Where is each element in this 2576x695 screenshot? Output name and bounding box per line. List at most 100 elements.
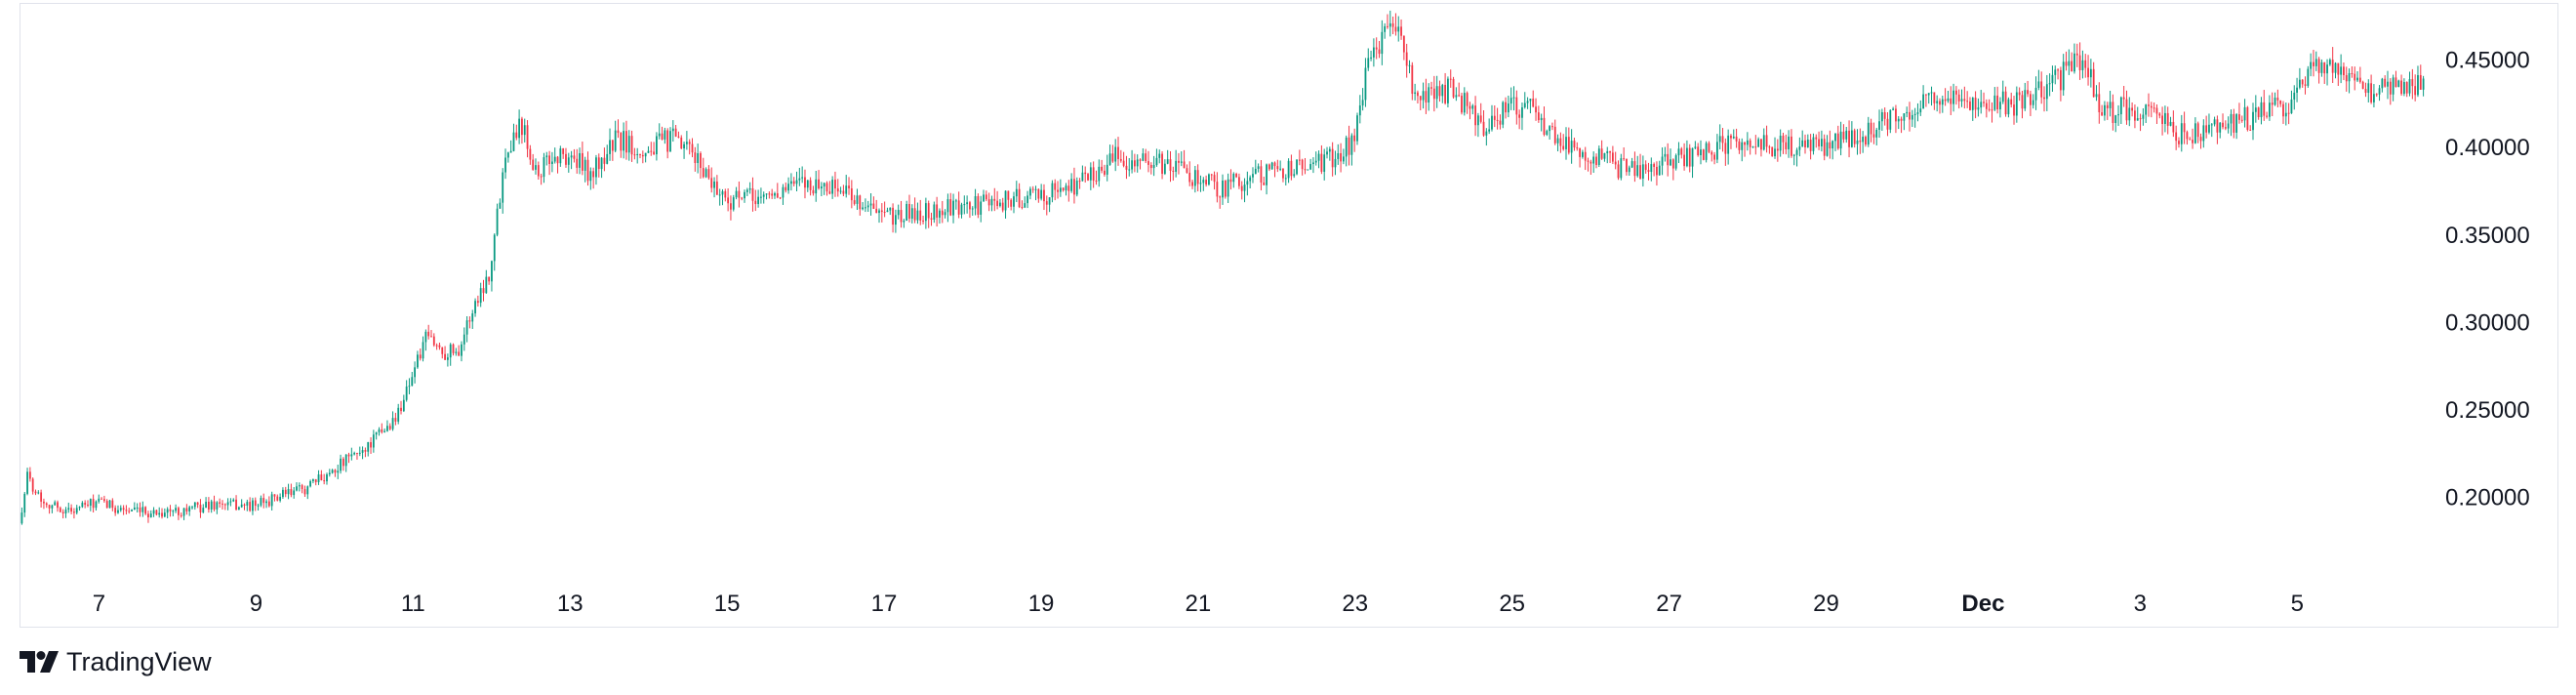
candle-body — [2128, 107, 2131, 121]
candle-body — [1400, 26, 1402, 36]
candle-body — [2392, 77, 2395, 95]
time-tick-label: 13 — [557, 591, 584, 617]
candle-body — [897, 210, 900, 216]
candle-body — [2213, 119, 2216, 125]
candle-body — [641, 154, 644, 157]
candle-body — [28, 471, 31, 479]
candle-body — [2271, 102, 2274, 105]
candle-body — [1582, 151, 1584, 157]
candle-body — [2219, 122, 2222, 133]
tradingview-branding[interactable]: TradingView — [20, 644, 212, 679]
candle-body — [1732, 136, 1735, 139]
candle-body — [1356, 115, 1358, 142]
candle-body — [1806, 140, 1809, 147]
candle-body — [1957, 94, 1960, 102]
candle-body — [1414, 92, 1417, 95]
candle-body — [1417, 92, 1419, 97]
candle-body — [1611, 152, 1614, 162]
candle-body — [924, 203, 927, 222]
candle-body — [1196, 170, 1199, 184]
candle-body — [936, 204, 939, 218]
candle-body — [141, 507, 144, 512]
candle-body — [435, 345, 438, 347]
candle-body — [2024, 90, 2027, 109]
candle-body — [1015, 188, 1018, 197]
candle-body — [2402, 82, 2405, 95]
candle-body — [57, 502, 59, 509]
candle-body — [317, 474, 320, 482]
candle-body — [1952, 90, 1954, 104]
candle-body — [1647, 170, 1650, 173]
candle-body — [576, 158, 579, 168]
candle-body — [131, 510, 133, 511]
candle-body — [842, 190, 845, 194]
candle-body — [1298, 159, 1301, 161]
candle-body — [1553, 126, 1556, 143]
candle-body — [381, 429, 383, 432]
candle-body — [900, 210, 903, 223]
candle-body — [279, 497, 282, 501]
candle-body — [1257, 166, 1260, 169]
candle-body — [1287, 160, 1290, 179]
candle-body — [1092, 167, 1095, 182]
candle-body — [1974, 98, 1977, 110]
candle-body — [957, 200, 960, 215]
candle-body — [1834, 133, 1836, 142]
candle-body — [1452, 78, 1455, 98]
candle-body — [2323, 61, 2326, 74]
candle-body — [966, 202, 969, 205]
candle-body — [2351, 72, 2354, 74]
candle-body — [993, 198, 996, 201]
candle-body — [205, 502, 207, 509]
candle-body — [2361, 81, 2364, 90]
candle-body — [499, 202, 502, 209]
candle-body — [479, 288, 482, 304]
candle-body — [1628, 167, 1630, 173]
candle-body — [84, 503, 87, 506]
candle-body — [1993, 95, 1996, 110]
candle-body — [2310, 61, 2313, 69]
candle-body — [990, 198, 993, 206]
candle-body — [496, 208, 499, 235]
candle-body — [1930, 92, 1933, 94]
candle-body — [54, 502, 57, 506]
candle-body — [523, 125, 526, 136]
candle-body — [344, 454, 347, 467]
candle-body — [1254, 168, 1257, 175]
candle-body — [1444, 84, 1447, 103]
candle-body — [358, 452, 361, 454]
candle-body — [438, 345, 441, 348]
candle-body — [1741, 142, 1744, 150]
candle-body — [1243, 184, 1246, 191]
candle-body — [1818, 139, 1820, 146]
candle-body — [2119, 97, 2122, 115]
price-axis[interactable]: 0.45000 0.40000 0.35000 0.30000 0.25000 0.200… — [2445, 48, 2530, 511]
candle-body — [493, 234, 496, 262]
candlestick-chart[interactable]: 0.45000 0.40000 0.35000 0.30000 0.25000 0.200… — [20, 4, 2559, 629]
candle-body — [388, 426, 391, 429]
candle-body — [974, 195, 977, 209]
candle-body — [1853, 130, 1856, 144]
candle-body — [1744, 142, 1746, 145]
candle-body — [1087, 174, 1089, 181]
candle-body — [1633, 161, 1636, 177]
candle-body — [1711, 151, 1713, 155]
candle-body — [1600, 148, 1603, 159]
candle-body — [545, 155, 548, 158]
candle-body — [340, 458, 342, 471]
candle-body — [2331, 60, 2334, 73]
candle-body — [865, 207, 866, 209]
candle-body — [567, 157, 570, 165]
candle-body — [139, 507, 141, 512]
candle-body — [825, 183, 828, 192]
candle-body — [2104, 104, 2106, 116]
candle-body — [1656, 167, 1658, 176]
candle-body — [685, 142, 688, 144]
candle-body — [226, 502, 229, 506]
candle-body — [2013, 104, 2015, 116]
candle-body — [1340, 152, 1342, 162]
candle-body — [2054, 69, 2057, 75]
chart-area[interactable]: 0.45000 0.40000 0.35000 0.30000 0.25000 0.200… — [20, 3, 2558, 628]
time-axis[interactable]: 7 9 11 13 15 17 19 21 23 25 27 29 Dec 3 5 — [93, 591, 2304, 617]
candle-body — [2010, 99, 2013, 105]
